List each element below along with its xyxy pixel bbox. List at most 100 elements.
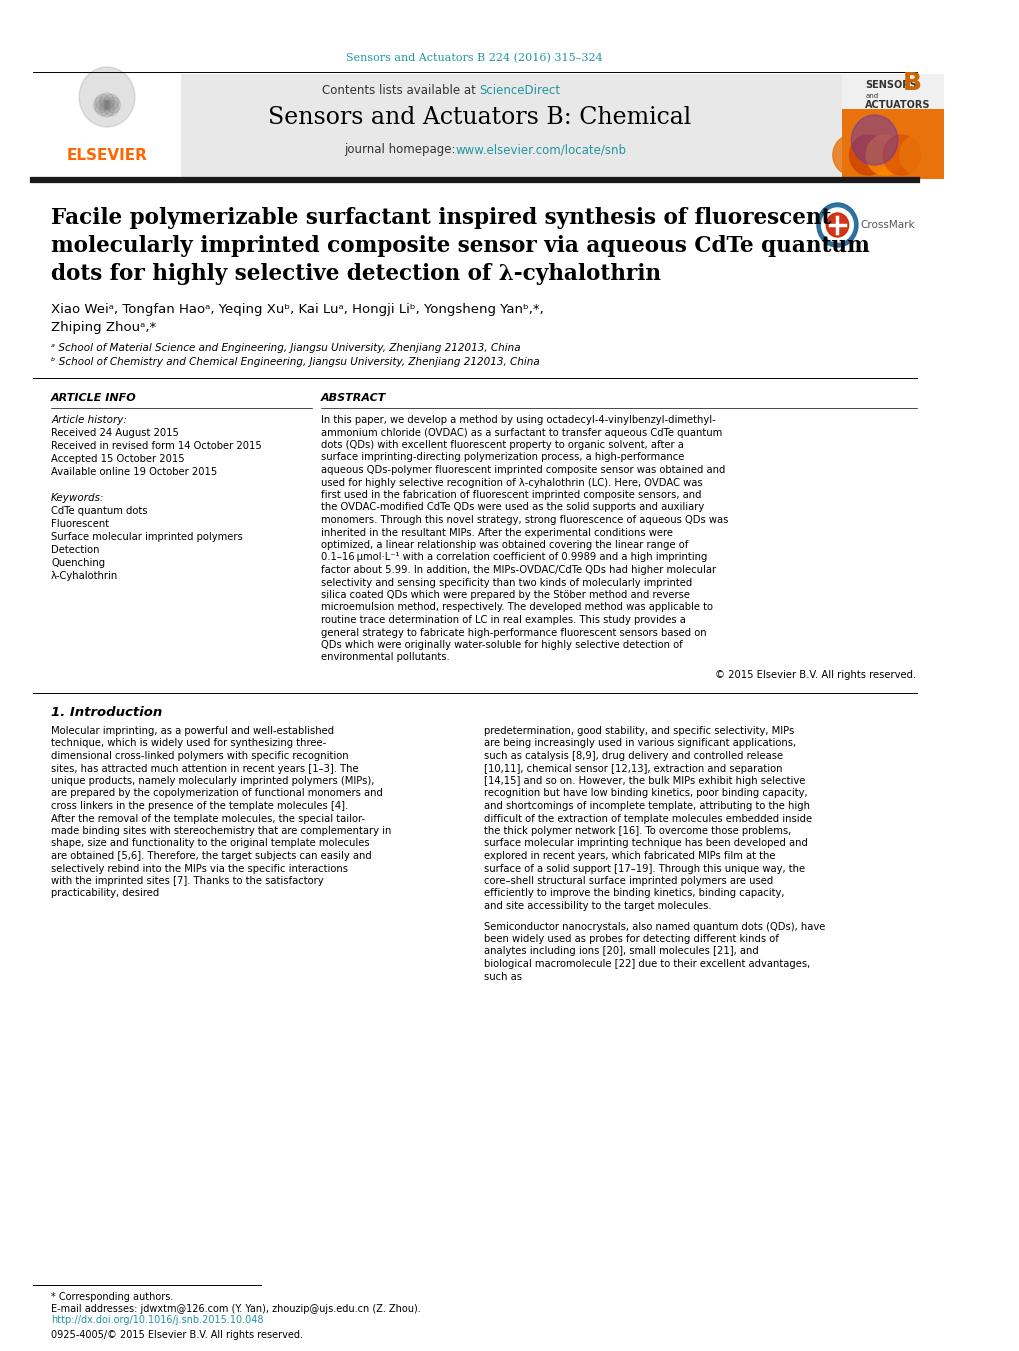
Text: journal homepage:: journal homepage:	[344, 143, 460, 157]
Text: are prepared by the copolymerization of functional monomers and: are prepared by the copolymerization of …	[51, 789, 383, 798]
Text: dots for highly selective detection of λ-cyhalothrin: dots for highly selective detection of λ…	[51, 263, 660, 285]
Text: analytes including ions [20], small molecules [21], and: analytes including ions [20], small mole…	[483, 947, 758, 957]
Circle shape	[104, 95, 118, 111]
Text: B: B	[902, 72, 921, 95]
Text: the OVDAC-modified CdTe QDs were used as the solid supports and auxiliary: the OVDAC-modified CdTe QDs were used as…	[321, 503, 703, 512]
Text: surface imprinting-directing polymerization process, a high-performance: surface imprinting-directing polymerizat…	[321, 453, 684, 462]
Text: inherited in the resultant MIPs. After the experimental conditions were: inherited in the resultant MIPs. After t…	[321, 527, 673, 538]
Text: selectively rebind into the MIPs via the specific interactions: selectively rebind into the MIPs via the…	[51, 863, 347, 874]
Text: routine trace determination of LC in real examples. This study provides a: routine trace determination of LC in rea…	[321, 615, 685, 626]
Text: difficult of the extraction of template molecules embedded inside: difficult of the extraction of template …	[483, 813, 811, 824]
Circle shape	[832, 135, 869, 176]
Text: ammonium chloride (OVDAC) as a surfactant to transfer aqueous CdTe quantum: ammonium chloride (OVDAC) as a surfactan…	[321, 427, 721, 438]
Circle shape	[94, 97, 108, 113]
Text: such as: such as	[483, 971, 522, 981]
Text: factor about 5.99. In addition, the MIPs-OVDAC/CdTe QDs had higher molecular: factor about 5.99. In addition, the MIPs…	[321, 565, 715, 576]
Text: technique, which is widely used for synthesizing three-: technique, which is widely used for synt…	[51, 739, 326, 748]
Text: QDs which were originally water-soluble for highly selective detection of: QDs which were originally water-soluble …	[321, 640, 682, 650]
Text: ARTICLE INFO: ARTICLE INFO	[51, 393, 137, 403]
Text: and: and	[864, 93, 877, 99]
Text: ACTUATORS: ACTUATORS	[864, 100, 930, 109]
Text: and site accessibility to the target molecules.: and site accessibility to the target mol…	[483, 901, 711, 911]
Circle shape	[100, 101, 114, 118]
Text: molecularly imprinted composite sensor via aqueous CdTe quantum: molecularly imprinted composite sensor v…	[51, 235, 869, 257]
Circle shape	[79, 68, 135, 127]
FancyBboxPatch shape	[842, 74, 944, 178]
Text: predetermination, good stability, and specific selectivity, MIPs: predetermination, good stability, and sp…	[483, 725, 794, 736]
Text: are being increasingly used in various significant applications,: are being increasingly used in various s…	[483, 739, 795, 748]
Text: λ-Cyhalothrin: λ-Cyhalothrin	[51, 571, 118, 581]
Text: unique products, namely molecularly imprinted polymers (MIPs),: unique products, namely molecularly impr…	[51, 775, 374, 786]
Text: 0925-4005/© 2015 Elsevier B.V. All rights reserved.: 0925-4005/© 2015 Elsevier B.V. All right…	[51, 1329, 303, 1340]
Text: SENSORS: SENSORS	[864, 80, 916, 91]
Text: ᵇ School of Chemistry and Chemical Engineering, Jiangsu University, Zhenjiang 21: ᵇ School of Chemistry and Chemical Engin…	[51, 357, 539, 367]
Text: 0.1–16 μmol·L⁻¹ with a correlation coefficient of 0.9989 and a high imprinting: 0.1–16 μmol·L⁻¹ with a correlation coeff…	[321, 553, 707, 562]
Text: Sensors and Actuators B 224 (2016) 315–324: Sensors and Actuators B 224 (2016) 315–3…	[345, 53, 602, 63]
Text: microemulsion method, respectively. The developed method was applicable to: microemulsion method, respectively. The …	[321, 603, 712, 612]
Text: 1. Introduction: 1. Introduction	[51, 707, 162, 720]
Text: [10,11], chemical sensor [12,13], extraction and separation: [10,11], chemical sensor [12,13], extrac…	[483, 763, 782, 774]
Text: and shortcomings of incomplete template, attributing to the high: and shortcomings of incomplete template,…	[483, 801, 809, 811]
Text: shape, size and functionality to the original template molecules: shape, size and functionality to the ori…	[51, 839, 370, 848]
FancyBboxPatch shape	[33, 74, 181, 178]
Text: surface molecular imprinting technique has been developed and: surface molecular imprinting technique h…	[483, 839, 807, 848]
Text: silica coated QDs which were prepared by the Stöber method and reverse: silica coated QDs which were prepared by…	[321, 590, 689, 600]
Text: core–shell structural surface imprinted polymers are used: core–shell structural surface imprinted …	[483, 875, 772, 886]
Text: such as catalysis [8,9], drug delivery and controlled release: such as catalysis [8,9], drug delivery a…	[483, 751, 783, 761]
Text: ELSEVIER: ELSEVIER	[66, 147, 148, 162]
Text: general strategy to fabricate high-performance fluorescent sensors based on: general strategy to fabricate high-perfo…	[321, 627, 706, 638]
Text: Molecular imprinting, as a powerful and well-established: Molecular imprinting, as a powerful and …	[51, 725, 334, 736]
Text: Fluorescent: Fluorescent	[51, 519, 109, 530]
Text: E-mail addresses: jdwxtm@126.com (Y. Yan), zhouzip@ujs.edu.cn (Z. Zhou).: E-mail addresses: jdwxtm@126.com (Y. Yan…	[51, 1304, 421, 1315]
Text: ABSTRACT: ABSTRACT	[321, 393, 386, 403]
Text: Quenching: Quenching	[51, 558, 105, 567]
Circle shape	[825, 213, 848, 236]
Circle shape	[849, 135, 886, 176]
Circle shape	[821, 208, 853, 242]
Text: dots (QDs) with excellent fluorescent property to organic solvent, after a: dots (QDs) with excellent fluorescent pr…	[321, 440, 683, 450]
Text: http://dx.doi.org/10.1016/j.snb.2015.10.048: http://dx.doi.org/10.1016/j.snb.2015.10.…	[51, 1315, 264, 1325]
Circle shape	[865, 135, 903, 176]
Text: with the imprinted sites [7]. Thanks to the satisfactory: with the imprinted sites [7]. Thanks to …	[51, 875, 323, 886]
Text: Detection: Detection	[51, 544, 100, 555]
Circle shape	[95, 100, 110, 116]
Text: Available online 19 October 2015: Available online 19 October 2015	[51, 467, 217, 477]
Text: CrossMark: CrossMark	[860, 220, 914, 230]
FancyBboxPatch shape	[842, 74, 944, 109]
Text: are obtained [5,6]. Therefore, the target subjects can easily and: are obtained [5,6]. Therefore, the targe…	[51, 851, 372, 861]
Text: Contents lists available at: Contents lists available at	[321, 84, 479, 96]
Text: www.elsevier.com/locate/snb: www.elsevier.com/locate/snb	[455, 143, 627, 157]
Text: used for highly selective recognition of λ-cyhalothrin (LC). Here, OVDAC was: used for highly selective recognition of…	[321, 477, 702, 488]
Text: In this paper, we develop a method by using octadecyl-4-vinylbenzyl-dimethyl-: In this paper, we develop a method by us…	[321, 415, 715, 426]
Text: Xiao Weiᵃ, Tongfan Haoᵃ, Yeqing Xuᵇ, Kai Luᵃ, Hongji Liᵇ, Yongsheng Yanᵇ,*,: Xiao Weiᵃ, Tongfan Haoᵃ, Yeqing Xuᵇ, Kai…	[51, 304, 543, 316]
Circle shape	[899, 135, 936, 176]
Circle shape	[106, 97, 120, 113]
Text: aqueous QDs-polymer fluorescent imprinted composite sensor was obtained and: aqueous QDs-polymer fluorescent imprinte…	[321, 465, 725, 476]
Text: © 2015 Elsevier B.V. All rights reserved.: © 2015 Elsevier B.V. All rights reserved…	[714, 670, 916, 680]
Text: ScienceDirect: ScienceDirect	[479, 84, 559, 96]
Text: Article history:: Article history:	[51, 415, 127, 426]
Text: recognition but have low binding kinetics, poor binding capacity,: recognition but have low binding kinetic…	[483, 789, 807, 798]
Text: the thick polymer network [16]. To overcome those problems,: the thick polymer network [16]. To overc…	[483, 825, 791, 836]
Text: CdTe quantum dots: CdTe quantum dots	[51, 507, 148, 516]
Circle shape	[100, 93, 114, 109]
Text: Sensors and Actuators B: Chemical: Sensors and Actuators B: Chemical	[267, 107, 690, 130]
FancyBboxPatch shape	[33, 74, 842, 178]
Text: Keywords:: Keywords:	[51, 493, 105, 503]
Text: Received in revised form 14 October 2015: Received in revised form 14 October 2015	[51, 440, 262, 451]
Text: [14,15] and so on. However, the bulk MIPs exhibit high selective: [14,15] and so on. However, the bulk MIP…	[483, 775, 804, 786]
Text: dimensional cross-linked polymers with specific recognition: dimensional cross-linked polymers with s…	[51, 751, 348, 761]
Text: Accepted 15 October 2015: Accepted 15 October 2015	[51, 454, 184, 463]
Text: Semiconductor nanocrystals, also named quantum dots (QDs), have: Semiconductor nanocrystals, also named q…	[483, 921, 824, 931]
Text: surface of a solid support [17–19]. Through this unique way, the: surface of a solid support [17–19]. Thro…	[483, 863, 804, 874]
Circle shape	[816, 203, 857, 247]
Text: made binding sites with stereochemistry that are complementary in: made binding sites with stereochemistry …	[51, 825, 391, 836]
Text: Surface molecular imprinted polymers: Surface molecular imprinted polymers	[51, 532, 243, 542]
Text: Received 24 August 2015: Received 24 August 2015	[51, 428, 179, 438]
Circle shape	[851, 115, 897, 165]
Text: Facile polymerizable surfactant inspired synthesis of fluorescent: Facile polymerizable surfactant inspired…	[51, 207, 830, 230]
Text: environmental pollutants.: environmental pollutants.	[321, 653, 449, 662]
Text: selectivity and sensing specificity than two kinds of molecularly imprinted: selectivity and sensing specificity than…	[321, 577, 692, 588]
Text: biological macromolecule [22] due to their excellent advantages,: biological macromolecule [22] due to the…	[483, 959, 809, 969]
Text: ᵃ School of Material Science and Engineering, Jiangsu University, Zhenjiang 2120: ᵃ School of Material Science and Enginee…	[51, 343, 521, 353]
